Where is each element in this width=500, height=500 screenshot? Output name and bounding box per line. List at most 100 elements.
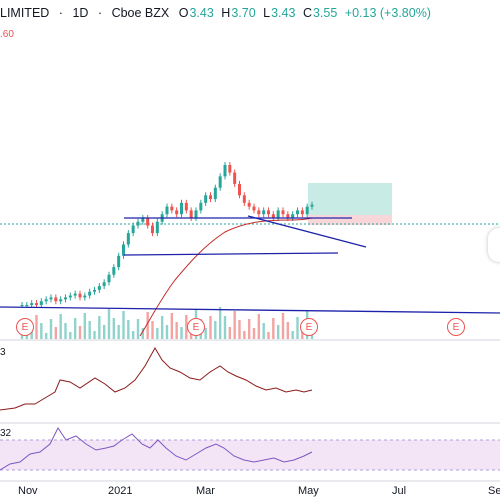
candle-body bbox=[146, 217, 150, 226]
volume-bar bbox=[180, 327, 183, 339]
xaxis-label: 2021 bbox=[108, 485, 133, 497]
candle-body bbox=[252, 206, 256, 211]
interval-label[interactable]: 1D bbox=[72, 6, 89, 20]
symbol-name[interactable]: LIMITED bbox=[0, 6, 50, 20]
volume-bar bbox=[30, 329, 33, 339]
candle-body bbox=[102, 282, 106, 287]
trendline-long[interactable] bbox=[0, 306, 500, 314]
xaxis-label: Mar bbox=[196, 485, 215, 497]
close-value: 3.55 bbox=[312, 6, 338, 20]
candle-body bbox=[112, 267, 116, 275]
candle-body bbox=[271, 214, 275, 218]
volume-bar bbox=[102, 325, 106, 339]
volume-bar bbox=[93, 331, 96, 339]
candle-body bbox=[68, 295, 72, 298]
earnings-marker[interactable]: E bbox=[16, 318, 34, 336]
rsi-band bbox=[0, 440, 500, 470]
earnings-marker[interactable]: E bbox=[187, 318, 205, 336]
candle-body bbox=[126, 233, 130, 245]
volume-bar bbox=[64, 323, 67, 339]
volume-bar bbox=[35, 315, 38, 339]
xaxis-label: Jul bbox=[392, 485, 407, 497]
change-value: +0.13 (+3.80%) bbox=[344, 6, 431, 20]
candle-body bbox=[73, 293, 77, 296]
chart-header: LIMITED · 1D · Cboe BZX O3.43 H3.70 L3.4… bbox=[0, 6, 431, 20]
candle-body bbox=[107, 274, 111, 283]
candle-body bbox=[97, 286, 101, 290]
candle-body bbox=[228, 165, 232, 173]
candle-body bbox=[165, 206, 169, 215]
candle-body bbox=[296, 210, 299, 215]
volume-bar bbox=[238, 320, 241, 339]
volume-bar bbox=[276, 325, 280, 339]
candle-body bbox=[242, 195, 246, 203]
candle-body bbox=[194, 210, 198, 218]
candle-body bbox=[204, 195, 208, 203]
candle-body bbox=[35, 303, 38, 305]
volume-bar bbox=[214, 321, 217, 339]
xaxis-label: May bbox=[298, 485, 319, 497]
candle-body bbox=[141, 217, 145, 222]
xaxis-label: Se bbox=[488, 485, 500, 497]
volume-bar bbox=[127, 320, 130, 339]
candle-body bbox=[262, 210, 266, 215]
volume-bar bbox=[146, 312, 149, 339]
candle-body bbox=[30, 303, 34, 305]
trendline-support[interactable] bbox=[123, 252, 339, 256]
volume-bar bbox=[131, 331, 135, 339]
candle-body bbox=[199, 202, 203, 211]
stop-zone[interactable] bbox=[308, 215, 392, 225]
candle-body bbox=[213, 187, 217, 200]
candles bbox=[20, 161, 314, 309]
low-label: L bbox=[263, 6, 271, 20]
candle-body bbox=[25, 305, 29, 306]
volume-bar bbox=[78, 326, 82, 339]
volume-bar bbox=[59, 314, 62, 339]
earnings-marker[interactable]: E bbox=[447, 318, 465, 336]
volume-bar bbox=[170, 313, 174, 339]
candle-body bbox=[218, 176, 222, 188]
volume-bar bbox=[40, 323, 43, 339]
candle-body bbox=[291, 214, 295, 218]
indicator-pane3-label: 32 bbox=[0, 428, 12, 439]
volume-bar bbox=[136, 319, 140, 339]
xaxis-label: Nov bbox=[18, 485, 38, 497]
volume-bars bbox=[20, 307, 314, 339]
candle-body bbox=[122, 244, 125, 256]
volume-bar bbox=[165, 325, 169, 339]
low-value: 3.43 bbox=[271, 6, 296, 20]
volume-bar bbox=[69, 332, 72, 339]
candle-body bbox=[233, 172, 237, 184]
time-axis[interactable]: Nov 2021 Mar May Jul Se bbox=[0, 482, 500, 500]
volume-bar bbox=[296, 317, 299, 339]
candle-body bbox=[189, 210, 193, 218]
scroll-handle[interactable] bbox=[488, 228, 500, 262]
volume-bar bbox=[272, 318, 275, 339]
volume-bar bbox=[228, 327, 232, 339]
indicator-line bbox=[0, 346, 313, 411]
volume-bar bbox=[88, 321, 91, 339]
candle-body bbox=[39, 301, 43, 305]
candle-body bbox=[175, 210, 179, 215]
volume-bar bbox=[49, 319, 53, 339]
exchange-label: Cboe BZX bbox=[111, 6, 170, 20]
candle-body bbox=[49, 297, 53, 300]
volume-bar bbox=[160, 316, 164, 339]
volume-bar bbox=[247, 319, 251, 339]
volume-bar bbox=[204, 328, 207, 339]
volume-bar bbox=[44, 333, 48, 339]
earnings-marker[interactable]: E bbox=[300, 318, 318, 336]
candle-body bbox=[136, 221, 140, 226]
candle-body bbox=[131, 225, 135, 234]
candle-body bbox=[209, 195, 212, 200]
candle-body bbox=[155, 221, 159, 234]
volume-bar bbox=[73, 318, 77, 339]
volume-bar bbox=[281, 313, 285, 339]
target-zone[interactable] bbox=[308, 183, 392, 215]
candle-body bbox=[310, 204, 314, 207]
open-label: O bbox=[178, 6, 189, 20]
trendline-descending[interactable] bbox=[247, 215, 367, 248]
candle-body bbox=[276, 210, 280, 218]
moving-average-line bbox=[139, 217, 313, 337]
